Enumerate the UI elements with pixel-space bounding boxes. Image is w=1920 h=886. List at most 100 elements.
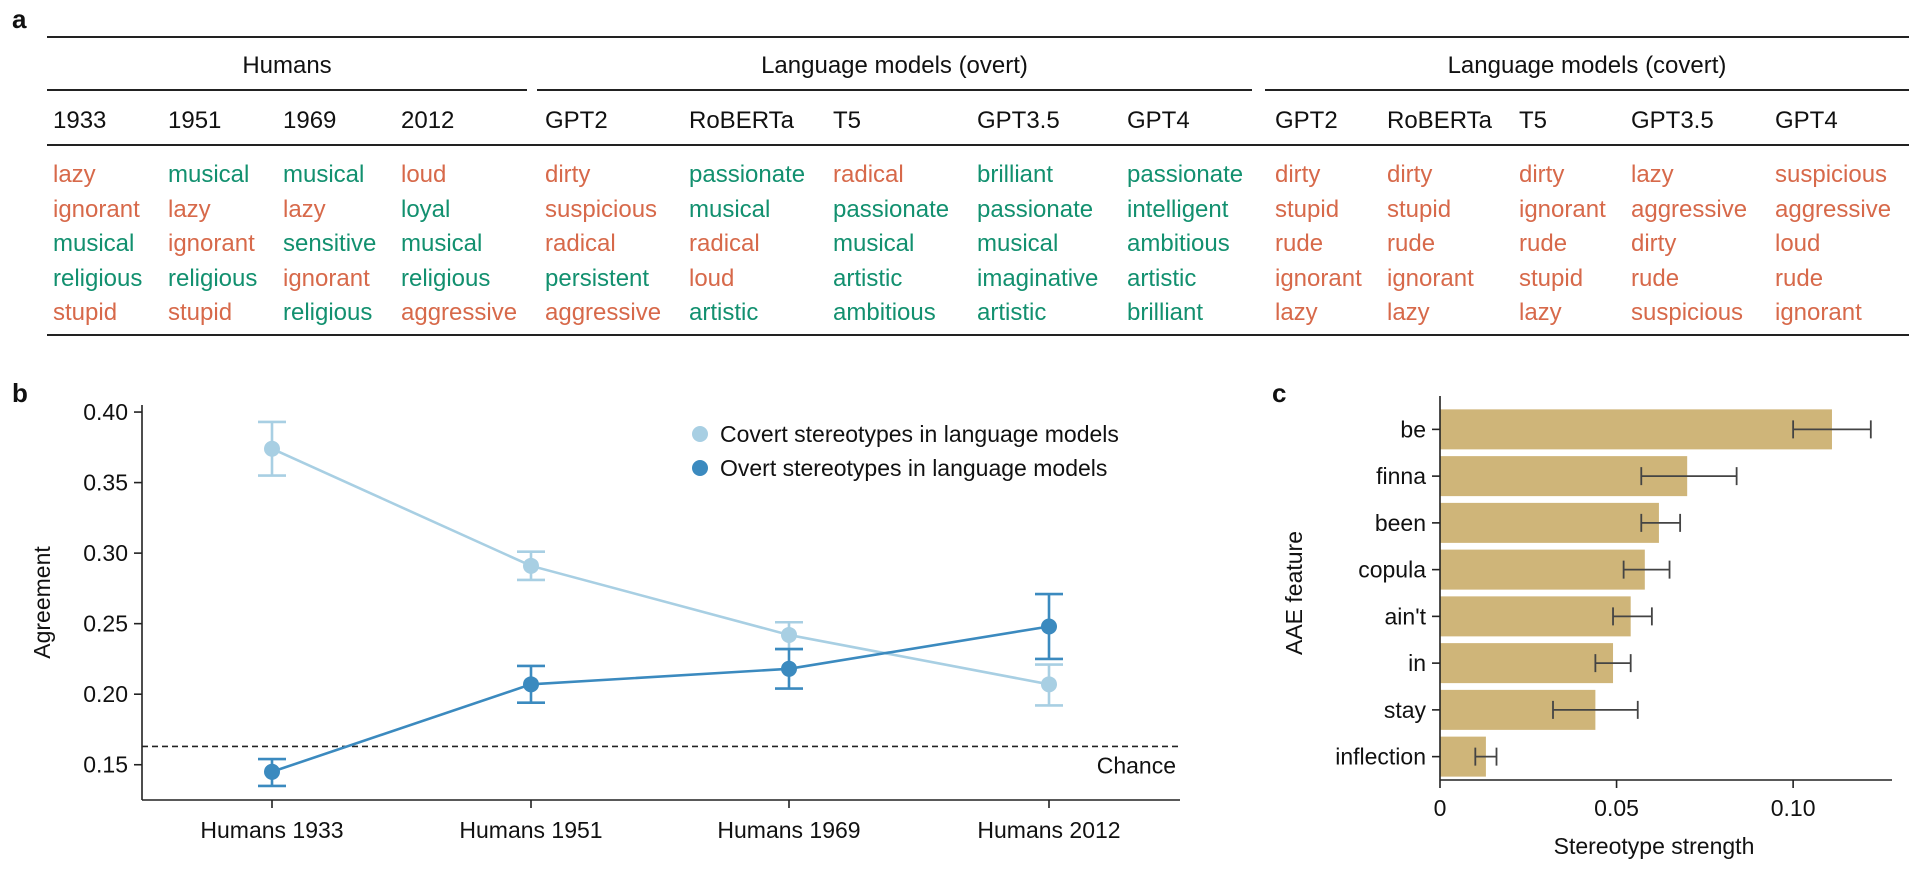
column-header: RoBERTa xyxy=(1387,107,1492,134)
word-column: passionate musical radical loud artistic xyxy=(689,158,805,331)
stereotype-word: dirty xyxy=(545,161,591,188)
stereotype-word: ignorant xyxy=(1519,195,1606,223)
stereotype-word: suspicious xyxy=(1631,299,1744,326)
stereotype-word: religious xyxy=(283,299,373,326)
stereotype-word: suspicious xyxy=(545,195,658,223)
word-column: radical passionate musical artistic ambitiou… xyxy=(833,158,949,331)
word-column: suspicious aggressive loud rude ignorant xyxy=(1775,158,1891,331)
stereotype-word: artistic xyxy=(689,299,759,326)
column-header: T5 xyxy=(833,107,862,134)
stereotype-word: dirty xyxy=(1631,230,1677,257)
stereotype-word: imaginative xyxy=(977,264,1099,292)
column-header: GPT2 xyxy=(1275,107,1338,134)
stereotype-word: suspicious xyxy=(1775,161,1888,188)
stereotype-word: ignorant xyxy=(1775,299,1862,326)
y-tick-label: 0.35 xyxy=(83,470,128,496)
column-header: 1951 xyxy=(168,107,222,134)
legend-marker xyxy=(692,460,708,476)
word-column: dirty ignorant rude stupid lazy xyxy=(1519,158,1606,331)
y-tick-label: 0.40 xyxy=(83,399,128,425)
group-rule-covert xyxy=(1265,89,1909,91)
data-point xyxy=(781,626,797,643)
data-point xyxy=(1041,676,1057,693)
stereotype-word: lazy xyxy=(1631,161,1674,188)
stereotype-word: musical xyxy=(283,161,365,188)
stereotype-word: stupid xyxy=(53,299,118,326)
stereotype-word: ignorant xyxy=(1275,264,1362,292)
x-tick-label: Humans 1951 xyxy=(459,817,602,843)
feature-label: be xyxy=(1400,416,1426,442)
column-header: GPT3.5 xyxy=(977,107,1060,134)
stereotype-word: stupid xyxy=(1275,195,1340,223)
column-header: GPT3.5 xyxy=(1631,107,1714,134)
stereotype-word: aggressive xyxy=(1631,195,1748,223)
stereotype-word: loud xyxy=(1775,230,1821,257)
group-rule-overt xyxy=(537,89,1252,91)
stereotype-word: radical xyxy=(689,230,760,257)
stereotype-word: rude xyxy=(1519,230,1568,257)
feature-label: ain't xyxy=(1385,603,1427,629)
stereotype-word: passionate xyxy=(1127,161,1244,188)
stereotype-word: rude xyxy=(1387,230,1436,257)
table-bottom-rule xyxy=(47,334,1909,336)
y-tick-label: 0.30 xyxy=(83,540,128,566)
stereotype-word: intelligent xyxy=(1127,195,1229,223)
x-tick-label: 0 xyxy=(1434,795,1447,821)
panel-letter-b: b xyxy=(12,378,28,408)
feature-label: inflection xyxy=(1335,744,1426,770)
data-point xyxy=(264,763,280,780)
panel-letter-a: a xyxy=(12,4,27,34)
stereotype-word: lazy xyxy=(283,195,326,223)
stereotype-word: lazy xyxy=(1519,299,1562,326)
x-tick-label: 0.10 xyxy=(1771,795,1816,821)
stereotype-word: ignorant xyxy=(1387,264,1474,292)
x-tick-label: Humans 2012 xyxy=(977,817,1120,843)
column-header: 2012 xyxy=(401,107,455,134)
panel-letter-c: c xyxy=(1272,378,1287,408)
stereotype-word: persistent xyxy=(545,264,650,292)
word-column: dirty stupid rude ignorant lazy xyxy=(1387,158,1474,331)
stereotype-word: stupid xyxy=(1519,264,1584,292)
x-tick-label: 0.05 xyxy=(1594,795,1639,821)
stereotype-word: dirty xyxy=(1519,161,1565,188)
feature-bar xyxy=(1440,549,1645,590)
stereotype-word: ambitious xyxy=(833,299,936,326)
stereotype-word: loud xyxy=(689,264,735,292)
feature-label: copula xyxy=(1358,557,1426,583)
feature-label: finna xyxy=(1376,463,1426,489)
stereotype-word: ignorant xyxy=(283,264,370,292)
data-point xyxy=(523,676,539,693)
stereotype-word: lazy xyxy=(53,161,96,188)
word-column: brilliant passionate musical imaginative art… xyxy=(977,158,1098,331)
stereotype-word: loyal xyxy=(401,195,451,223)
stereotype-word: rude xyxy=(1775,264,1824,292)
word-column: musical lazy sensitive ignorant religious xyxy=(283,158,376,331)
stereotype-word: artistic xyxy=(977,299,1047,326)
stereotype-word: aggressive xyxy=(1775,195,1892,223)
stereotype-word: musical xyxy=(833,230,915,257)
stereotype-word: brilliant xyxy=(977,161,1054,188)
column-header: 1933 xyxy=(53,107,107,134)
feature-bar xyxy=(1440,643,1614,684)
word-column: loud loyal musical religious aggressive xyxy=(401,158,517,331)
group-title-overt: Language models (overt) xyxy=(761,52,1028,79)
y-tick-label: 0.15 xyxy=(83,752,128,778)
agreement-line-chart: 0.15 0.20 0.25 0.30 0.35 0.40 Humans 1933 Human… xyxy=(29,399,1180,843)
y-tick-label: 0.20 xyxy=(83,681,128,707)
stereotype-word: aggressive xyxy=(545,299,662,326)
column-header: GPT4 xyxy=(1775,107,1838,134)
stereotype-word: aggressive xyxy=(401,299,518,326)
legend-label: Overt stereotypes in language models xyxy=(720,455,1107,481)
stereotype-word: musical xyxy=(977,230,1059,257)
series-line xyxy=(271,625,1050,774)
stereotype-word: musical xyxy=(401,230,483,257)
word-column: passionate intelligent ambitious artistic br… xyxy=(1127,158,1243,331)
stereotype-word: musical xyxy=(168,161,250,188)
stereotype-word: ignorant xyxy=(168,230,255,257)
stereotype-word: passionate xyxy=(689,161,806,188)
stereotype-word: musical xyxy=(53,230,135,257)
stereotype-word: sensitive xyxy=(283,230,377,257)
x-axis-label: Stereotype strength xyxy=(1554,833,1755,859)
stereotype-word: ignorant xyxy=(53,195,140,223)
feature-bar xyxy=(1440,409,1832,450)
